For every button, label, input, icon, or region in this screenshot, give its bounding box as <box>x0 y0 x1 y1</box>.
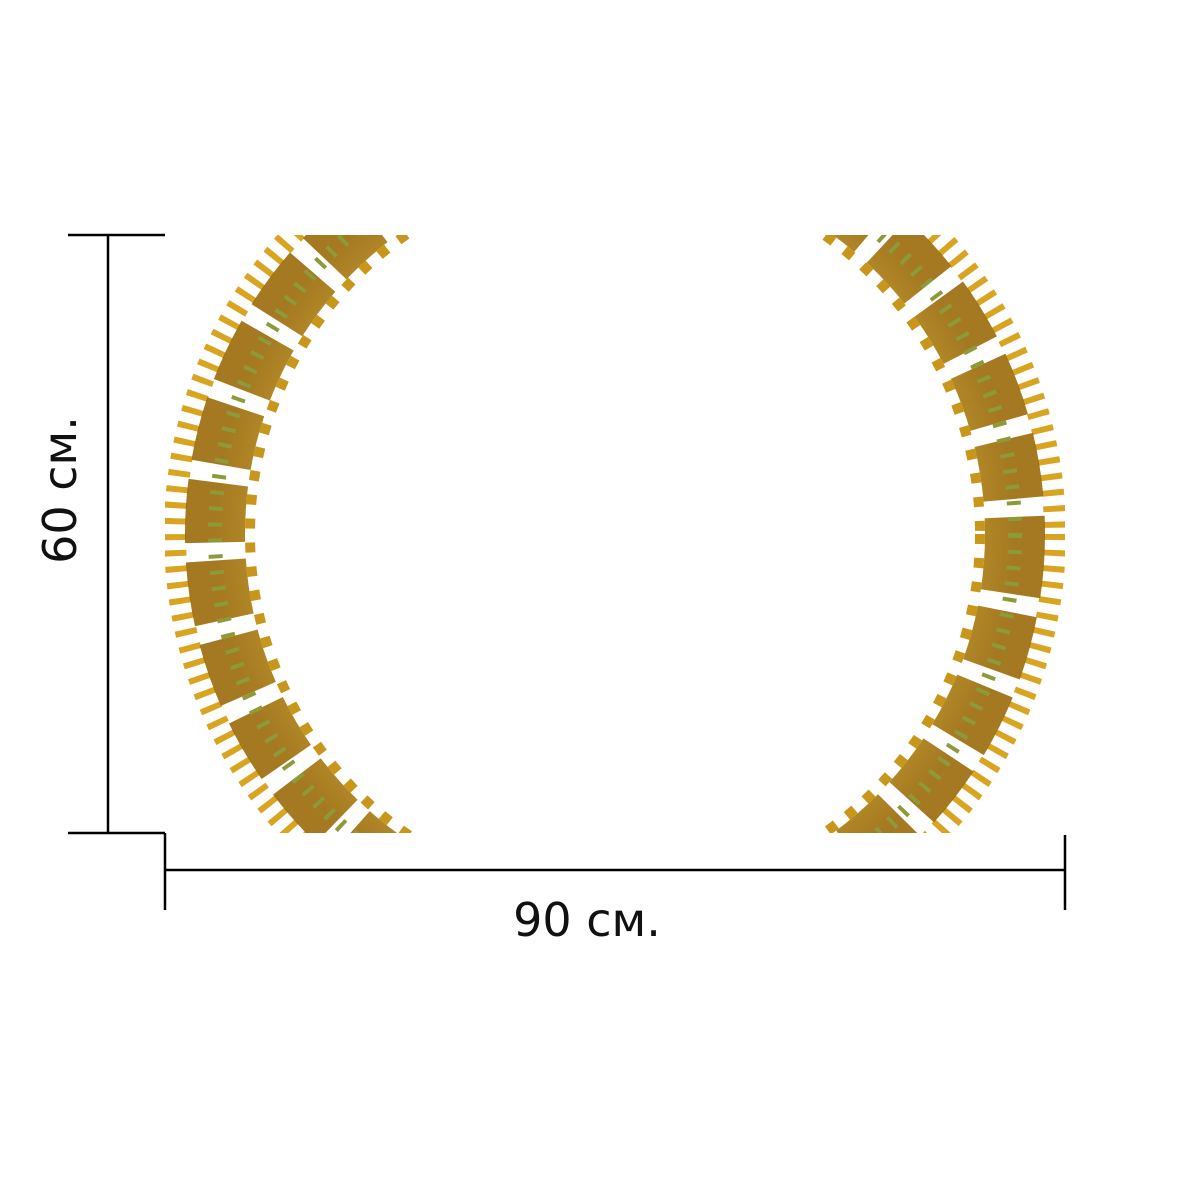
width-label: 90 см. <box>513 893 661 947</box>
gold-ornament <box>165 235 1065 833</box>
ornament-ring <box>208 235 1022 833</box>
ornament-ring <box>245 235 985 833</box>
ornament-ring <box>165 235 1065 833</box>
dimension-lines <box>68 233 1067 910</box>
height-label: 60 см. <box>33 416 87 564</box>
ornament-center <box>305 235 925 833</box>
